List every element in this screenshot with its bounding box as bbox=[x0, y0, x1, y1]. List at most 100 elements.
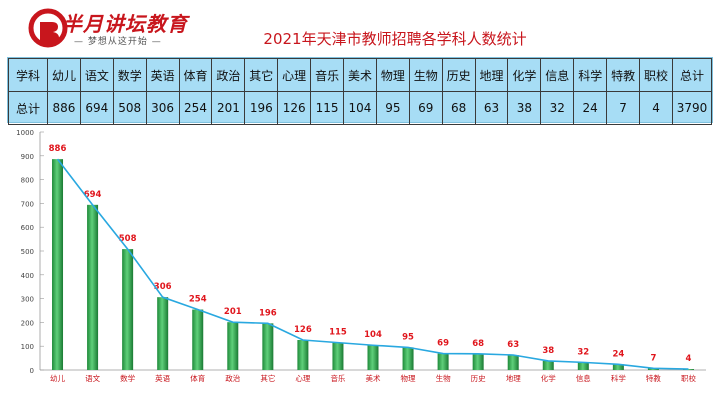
data-label: 508 bbox=[119, 234, 137, 244]
x-tick-label: 英语 bbox=[155, 373, 170, 383]
bar-chart: 0 100 200 300 400 500 600 700 800 900 1000 886 幼儿 694… bbox=[0, 124, 720, 401]
value-cell: 38 bbox=[507, 91, 542, 125]
x-tick-label: 生物 bbox=[436, 373, 451, 383]
x-tick-label: 历史 bbox=[471, 373, 486, 383]
y-tick-label: 500 bbox=[21, 248, 34, 256]
brand-name: 半月讲坛教育 bbox=[62, 12, 188, 36]
y-tick-label: 600 bbox=[21, 224, 34, 232]
bar bbox=[52, 159, 64, 370]
total-value-cell: 3790 bbox=[672, 91, 712, 125]
value-cell: 115 bbox=[310, 91, 345, 125]
x-tick-label: 科学 bbox=[611, 373, 626, 383]
value-cell: 886 bbox=[47, 91, 81, 125]
y-tick-label: 700 bbox=[21, 200, 34, 208]
data-label: 4 bbox=[686, 354, 692, 364]
subject-cell: 生物 bbox=[408, 58, 443, 92]
bar bbox=[87, 204, 99, 370]
value-cell: 126 bbox=[277, 91, 312, 125]
data-label: 63 bbox=[507, 340, 519, 350]
subject-cell: 美术 bbox=[343, 58, 377, 92]
bar bbox=[612, 364, 624, 370]
x-tick-label: 数学 bbox=[120, 373, 135, 383]
y-tick-label: 800 bbox=[21, 177, 34, 185]
brand-slogan: — 梦想从这开始 — bbox=[74, 37, 162, 47]
data-label: 694 bbox=[84, 190, 102, 200]
summary-table: 学科 幼儿 语文 数学 英语 体育 政治 其它 心理 音乐 美术 物理 生物 历… bbox=[7, 57, 713, 125]
y-tick-label: 300 bbox=[21, 296, 34, 304]
y-tick-label: 900 bbox=[21, 153, 34, 161]
subject-cell: 化学 bbox=[507, 58, 542, 92]
logo-icon bbox=[28, 8, 68, 48]
x-tick-label: 音乐 bbox=[330, 373, 345, 383]
data-label: 68 bbox=[472, 339, 484, 349]
value-cell: 32 bbox=[540, 91, 575, 125]
data-label: 7 bbox=[650, 353, 656, 363]
x-tick-label: 心理 bbox=[295, 374, 310, 383]
subject-cell: 语文 bbox=[79, 58, 114, 92]
subject-cell: 政治 bbox=[211, 58, 246, 92]
data-label: 104 bbox=[364, 330, 382, 340]
bar bbox=[542, 360, 554, 370]
data-label: 196 bbox=[259, 308, 277, 318]
data-label: 24 bbox=[612, 349, 624, 359]
subject-cell: 地理 bbox=[474, 58, 509, 92]
value-cell: 196 bbox=[244, 91, 279, 125]
y-tick-label: 1000 bbox=[16, 129, 34, 137]
data-label: 32 bbox=[577, 347, 589, 357]
bar bbox=[157, 297, 169, 370]
data-label: 254 bbox=[189, 295, 207, 305]
subject-cell: 心理 bbox=[277, 58, 312, 92]
data-label: 95 bbox=[402, 332, 414, 342]
value-cell: 4 bbox=[639, 91, 673, 125]
value-cell: 508 bbox=[112, 91, 147, 125]
data-label: 306 bbox=[154, 282, 172, 292]
x-tick-label: 其它 bbox=[260, 373, 275, 383]
bar bbox=[682, 369, 694, 370]
bar bbox=[472, 353, 484, 370]
subject-cell: 数学 bbox=[112, 58, 147, 92]
value-cell: 254 bbox=[178, 91, 213, 125]
value-cell: 24 bbox=[573, 91, 608, 125]
subject-cell: 职校 bbox=[639, 58, 673, 92]
data-label: 201 bbox=[224, 307, 242, 317]
bar bbox=[402, 347, 414, 370]
data-label: 886 bbox=[49, 144, 67, 154]
x-tick-label: 化学 bbox=[541, 373, 556, 383]
x-tick-label: 幼儿 bbox=[50, 373, 65, 383]
x-tick-label: 美术 bbox=[366, 373, 381, 383]
value-cell: 95 bbox=[375, 91, 410, 125]
value-cell: 63 bbox=[474, 91, 509, 125]
trend-line bbox=[56, 158, 689, 370]
value-cell: 68 bbox=[441, 91, 476, 125]
subject-cell: 英语 bbox=[145, 58, 180, 92]
y-tick-label: 100 bbox=[21, 343, 34, 351]
value-cell: 694 bbox=[79, 91, 114, 125]
x-tick-label: 语文 bbox=[85, 373, 100, 383]
subject-cell: 信息 bbox=[540, 58, 575, 92]
data-label: 38 bbox=[542, 346, 554, 356]
x-tick-label: 体育 bbox=[190, 373, 205, 383]
y-tick-label: 200 bbox=[21, 319, 34, 327]
subject-cell: 音乐 bbox=[310, 58, 345, 92]
bar bbox=[332, 342, 344, 370]
subjects-row: 学科 幼儿 语文 数学 英语 体育 政治 其它 心理 音乐 美术 物理 生物 历… bbox=[8, 58, 712, 92]
bar bbox=[437, 353, 449, 370]
y-tick-label: 0 bbox=[30, 367, 34, 375]
bar bbox=[577, 362, 589, 370]
bar bbox=[262, 323, 274, 370]
brand-logo: 半月讲坛教育 — 梦想从这开始 — bbox=[28, 6, 187, 50]
y-tick-label: 400 bbox=[21, 272, 34, 280]
bar bbox=[297, 340, 309, 370]
value-cell: 201 bbox=[211, 91, 246, 125]
total-header-cell: 总计 bbox=[672, 58, 712, 92]
subject-cell: 体育 bbox=[178, 58, 213, 92]
bar bbox=[122, 249, 134, 370]
chart-svg: 0 100 200 300 400 500 600 700 800 900 1000 886 幼儿 694… bbox=[16, 129, 706, 383]
bar bbox=[647, 368, 659, 370]
row-header-subject: 学科 bbox=[8, 58, 48, 92]
bar bbox=[227, 322, 239, 370]
bar bbox=[367, 345, 379, 370]
x-tick-label: 地理 bbox=[506, 373, 521, 383]
value-cell: 306 bbox=[145, 91, 180, 125]
page-title: 2021年天津市教师招聘各学科人数统计 bbox=[263, 30, 527, 48]
